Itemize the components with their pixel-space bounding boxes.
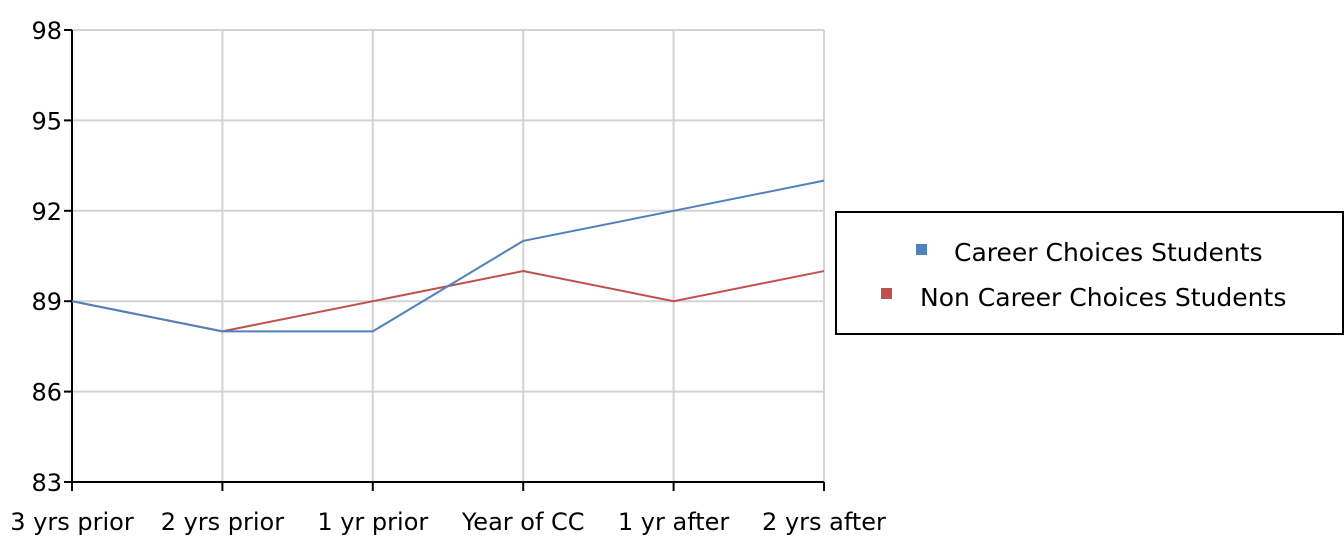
x-tick-label: 1 yr after <box>618 508 730 536</box>
gridlines <box>72 29 825 482</box>
legend: Career Choices Students Non Career Choice… <box>835 211 1344 335</box>
x-tick-label: 3 yrs prior <box>10 508 134 536</box>
x-tick-label: 2 yrs after <box>762 508 886 536</box>
y-tick-label: 98 <box>31 17 62 45</box>
legend-label: Career Choices Students <box>954 238 1263 267</box>
series-line-1 <box>71 179 825 333</box>
x-tick-label: 2 yrs prior <box>161 508 285 536</box>
x-tick-label: 1 yr prior <box>317 508 428 536</box>
series-lines <box>71 179 825 333</box>
y-tick-label: 83 <box>31 469 62 497</box>
axes: 83 86 89 92 95 98 3 yrs prior 2 yrs prior 1 yr p… <box>10 17 886 536</box>
y-tick-label: 86 <box>31 379 62 407</box>
y-tick-label: 92 <box>31 198 62 226</box>
x-tick-label: Year of CC <box>461 508 585 536</box>
legend-box <box>835 211 1344 335</box>
legend-swatch <box>916 244 927 255</box>
legend-swatch <box>881 288 892 299</box>
y-tick-label: 95 <box>31 107 62 135</box>
legend-label: Non Career Choices Students <box>920 283 1286 312</box>
y-tick-label: 89 <box>31 288 62 316</box>
